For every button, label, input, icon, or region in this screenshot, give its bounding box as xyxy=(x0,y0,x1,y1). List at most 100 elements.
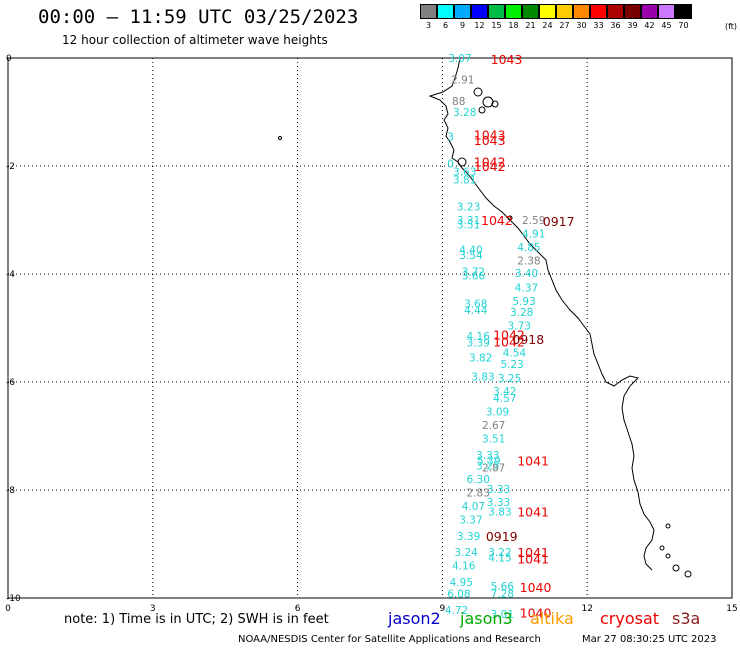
color-scale-label: 3 xyxy=(425,21,432,30)
color-scale-cell: 6 xyxy=(436,4,454,30)
swh-value-label: 3.25 xyxy=(476,461,499,473)
swh-value-label: 2.59 xyxy=(522,215,545,227)
color-scale-cell: 24 xyxy=(538,4,556,30)
swh-value-label: 3.72 xyxy=(462,266,485,278)
swh-value-label: 4.54 xyxy=(503,347,527,359)
y-tick-label: 0 xyxy=(6,54,12,64)
swh-value-label: 4.85 xyxy=(517,242,540,254)
footer-note: note: 1) Time is in UTC; 2) SWH is in fe… xyxy=(64,612,329,627)
swh-value-label: 3.33 xyxy=(487,484,510,496)
y-tick-label: -4 xyxy=(6,270,15,280)
pass-time-label: 1043 xyxy=(474,133,506,148)
swh-value-label: 3.39 xyxy=(467,338,490,350)
swh-value-label: 4.16 xyxy=(467,331,491,343)
pass-time-label: 1040 xyxy=(520,580,552,595)
color-swatch xyxy=(606,4,624,19)
pass-time-label: 0919 xyxy=(486,529,518,544)
color-swatch xyxy=(623,4,641,19)
color-scale-cell: 21 xyxy=(521,4,539,30)
x-tick-label: 6 xyxy=(295,604,301,614)
legend-jason2: jason2 xyxy=(388,609,441,628)
swh-value-label: 5.23 xyxy=(500,359,523,371)
y-tick-label: -6 xyxy=(6,378,15,388)
swh-value-label: 3.09 xyxy=(486,407,509,419)
y-tick-label: -10 xyxy=(6,594,21,604)
color-scale-label: 24 xyxy=(542,21,553,30)
x-tick-label: 12 xyxy=(581,604,592,614)
color-scale-cell: 33 xyxy=(589,4,607,30)
swh-value-label: 3.51 xyxy=(482,434,505,446)
swh-value-label: 3.68 xyxy=(464,299,487,311)
color-swatch xyxy=(470,4,488,19)
island xyxy=(457,157,467,167)
island xyxy=(684,570,692,578)
pass-time-label: 0917 xyxy=(543,214,575,229)
pass-time-label: 1042 xyxy=(493,327,525,342)
pass-time-label: 1042 xyxy=(474,159,506,174)
pass-time-label: 1041 xyxy=(517,552,549,567)
color-scale-label: 70 xyxy=(678,21,689,30)
swh-value-label: 0 xyxy=(447,158,454,170)
map-subtitle: 12 hour collection of altimeter wave hei… xyxy=(62,33,328,47)
color-scale-label: 27 xyxy=(559,21,570,30)
swh-value-label: 3.33 xyxy=(487,497,510,509)
swh-value-label: 6.30 xyxy=(467,474,490,486)
color-scale-label: 15 xyxy=(491,21,502,30)
island xyxy=(672,564,680,572)
pass-time-label: 1041 xyxy=(517,545,549,560)
color-scale-label: 39 xyxy=(627,21,638,30)
color-swatch xyxy=(589,4,607,19)
x-tick-label: 0 xyxy=(5,604,11,614)
swh-value-label: 3.73 xyxy=(508,320,531,332)
color-scale-cell: 15 xyxy=(487,4,505,30)
pass-time-label: 1040 xyxy=(520,606,552,621)
swh-value-label: 3.24 xyxy=(454,547,478,559)
pass-time-label: 1042 xyxy=(493,335,525,350)
color-swatch xyxy=(657,4,675,19)
swh-value-label: 3.83 xyxy=(488,507,511,519)
color-scale-cell: 30 xyxy=(572,4,590,30)
color-swatch xyxy=(555,4,573,19)
color-scale-unit: (ft) xyxy=(725,22,738,31)
color-swatch xyxy=(504,4,522,19)
color-scale-legend: 3 6 9 12 15 18 21 24 27 30 33 36 39 42 45 70 xyxy=(419,4,692,30)
color-scale-cell: 27 xyxy=(555,4,573,30)
swh-value-label: 5.39 xyxy=(477,455,500,467)
swh-value-label: 6.08 xyxy=(447,589,470,601)
swh-value-label: 4.16 xyxy=(452,561,476,573)
color-scale-label: 6 xyxy=(442,21,449,30)
coastline xyxy=(278,57,692,578)
swh-value-label: 3.23 xyxy=(457,202,480,214)
swh-value-label: 4.95 xyxy=(450,577,473,589)
color-scale-label: 33 xyxy=(593,21,604,30)
swh-value-label: 3.31 xyxy=(457,215,480,227)
swh-value-label: 3.28 xyxy=(510,307,533,319)
swh-value-label: 4.44 xyxy=(464,305,488,317)
color-scale-cell: 3 xyxy=(419,4,437,30)
swh-value-label: 88 xyxy=(452,96,465,108)
swh-value-label: 4.91 xyxy=(522,229,545,241)
swh-value-label: 4.40 xyxy=(459,245,482,257)
legend-s3a: s3a xyxy=(672,609,701,628)
swh-value-label: 3.22 xyxy=(488,547,511,559)
swh-value-label: 3.82 xyxy=(469,353,492,365)
x-tick-label: 15 xyxy=(726,604,737,614)
swh-value-label: 2.91 xyxy=(451,75,474,87)
x-tick-label: 3 xyxy=(150,604,156,614)
island xyxy=(507,215,513,221)
color-scale-label: 45 xyxy=(661,21,672,30)
swh-value-label: 3.54 xyxy=(459,250,483,262)
pass-time-label: 1043 xyxy=(474,128,506,143)
swh-value-label: 3.83 xyxy=(471,372,494,384)
swh-value-label: 3.37 xyxy=(459,515,482,527)
color-scale-label: 36 xyxy=(610,21,621,30)
swh-value-label: 2.67 xyxy=(482,420,505,432)
swh-value-label: 4.15 xyxy=(488,553,511,565)
island xyxy=(478,106,486,114)
y-tick-label: -8 xyxy=(6,486,15,496)
swh-value-label: 3.01 xyxy=(491,609,514,621)
color-swatch xyxy=(436,4,454,19)
color-swatch xyxy=(538,4,556,19)
color-swatch xyxy=(453,4,471,19)
